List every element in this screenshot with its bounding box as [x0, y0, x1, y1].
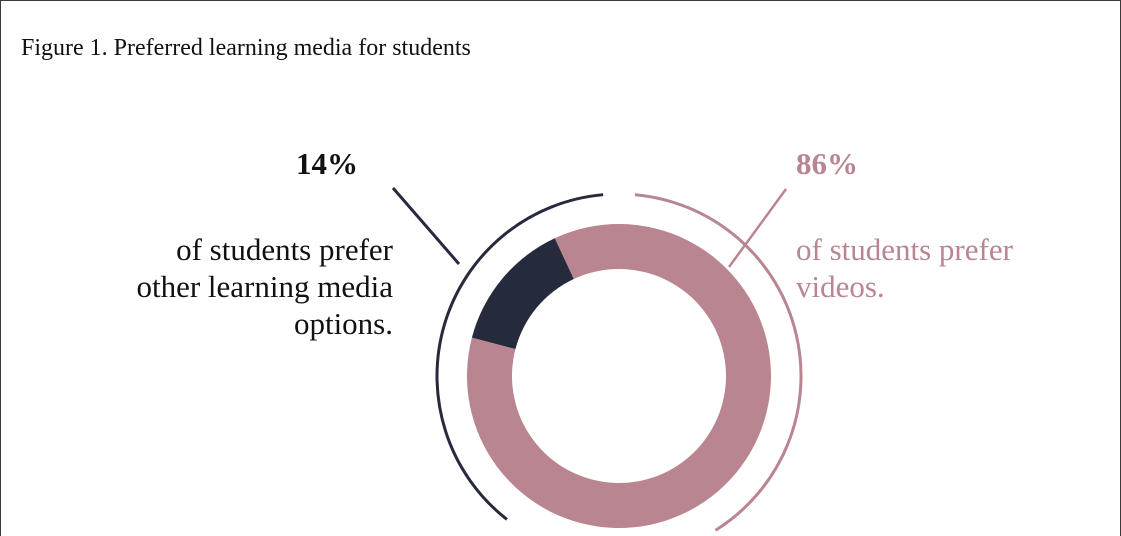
slice-other-media — [472, 238, 574, 349]
leader-line-videos — [729, 189, 786, 267]
other-media-description: of students prefer other learning media … — [1, 231, 393, 342]
videos-description: of students prefer videos. — [796, 231, 1106, 305]
videos-percent-label: 86% — [796, 148, 858, 179]
other-media-percent-label: 14% — [296, 148, 358, 179]
leader-line-other-media — [393, 188, 459, 264]
